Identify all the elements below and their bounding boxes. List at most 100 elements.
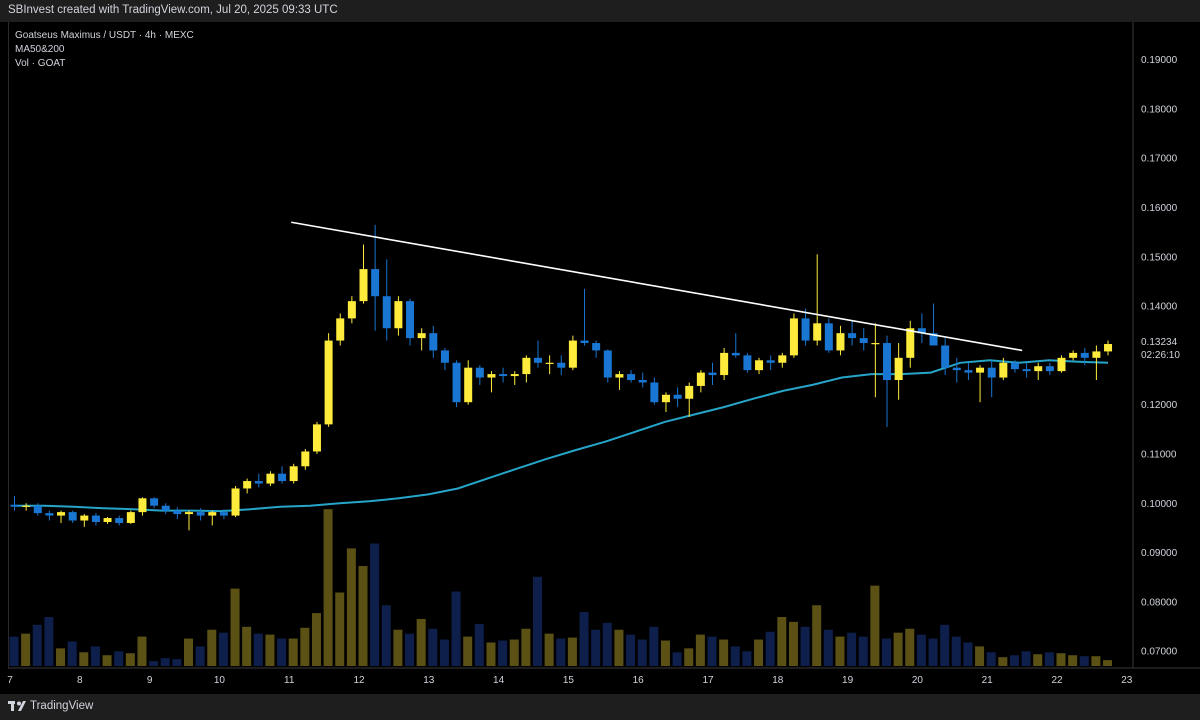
volume-bar xyxy=(847,632,857,666)
candle-body xyxy=(592,343,601,351)
candle-body xyxy=(801,318,810,341)
candle-body xyxy=(347,301,356,319)
volume-bar xyxy=(788,621,798,666)
volume-bar xyxy=(358,566,368,666)
price-axis: 0.19000 0.18000 0.17000 0.16000 0.15000 0.140… xyxy=(1141,55,1178,658)
candle xyxy=(91,513,100,526)
volume-bar xyxy=(882,638,891,666)
volume-bar xyxy=(335,592,345,666)
candle-body xyxy=(138,498,147,513)
volume-bar xyxy=(777,617,787,666)
chart-attribution: SBInvest created with TradingView.com, J… xyxy=(8,4,338,16)
candle xyxy=(603,349,612,383)
candle-body xyxy=(813,323,822,341)
candle-body xyxy=(57,512,66,516)
candle xyxy=(627,370,636,383)
volume-bar xyxy=(428,628,438,666)
candle xyxy=(254,473,263,488)
time-axis: 7 8 9 10 11 12 13 14 15 16 17 18 19 20 21 22 23 xyxy=(7,675,1133,686)
candle-body xyxy=(534,357,542,363)
candle xyxy=(708,362,717,385)
candle-body xyxy=(208,512,217,516)
candle xyxy=(731,333,740,358)
candle-body xyxy=(976,367,985,373)
candle xyxy=(813,254,822,346)
candle-body xyxy=(557,362,566,368)
volume-bar xyxy=(323,509,333,666)
candle xyxy=(522,355,531,383)
candle xyxy=(126,510,135,524)
candle xyxy=(266,471,275,486)
candle-body xyxy=(359,269,368,302)
time-tick-label: 17 xyxy=(702,675,714,686)
candle xyxy=(208,510,217,526)
candle xyxy=(568,335,577,371)
volume-bar xyxy=(184,638,193,666)
candle xyxy=(440,347,449,371)
volume-bar xyxy=(265,634,275,666)
volume-bar xyxy=(90,646,100,666)
volume-bar xyxy=(242,626,252,666)
candle xyxy=(824,318,833,353)
volume-bar xyxy=(672,652,682,666)
candle xyxy=(103,517,112,524)
candle-body xyxy=(987,367,996,378)
candle-body xyxy=(685,385,694,399)
candle xyxy=(359,244,368,304)
symbol-title[interactable]: Goatseus Maximus / USDT · 4h · MEXC xyxy=(15,30,194,41)
volume-bar xyxy=(346,548,356,666)
candle-body xyxy=(1034,366,1043,372)
candle-body xyxy=(929,333,938,346)
current-price-value: 0.13234 xyxy=(1141,337,1178,348)
candle-body xyxy=(185,512,193,515)
candle xyxy=(68,510,77,523)
candle-body xyxy=(1104,344,1113,352)
time-tick-label: 14 xyxy=(493,675,505,686)
price-tick-label: 0.16000 xyxy=(1141,203,1178,214)
candle xyxy=(324,333,333,427)
candle-body xyxy=(580,340,589,344)
indicator-volume-label[interactable]: Vol · GOAT xyxy=(15,58,66,69)
volume-bar xyxy=(812,605,822,666)
time-tick-label: 9 xyxy=(147,675,153,686)
tradingview-logo-icon xyxy=(8,701,26,711)
candle-body xyxy=(638,380,647,383)
volume-bar xyxy=(1079,656,1089,666)
candle xyxy=(743,352,752,373)
candle xyxy=(534,340,542,368)
volume-bar xyxy=(649,626,659,666)
time-tick-label: 13 xyxy=(423,675,435,686)
candle xyxy=(685,382,694,417)
footer-bar: TradingView xyxy=(0,694,1200,720)
candle-body xyxy=(603,350,612,378)
grid xyxy=(8,22,1200,669)
price-tick-label: 0.15000 xyxy=(1141,252,1178,263)
header-bar: SBInvest created with TradingView.com, J… xyxy=(0,0,1200,22)
candle xyxy=(278,466,287,484)
time-tick-label: 20 xyxy=(912,675,924,686)
volume-bar xyxy=(498,640,508,666)
candle xyxy=(580,288,589,346)
indicator-ma-label[interactable]: MA50&200 xyxy=(15,44,65,55)
candle xyxy=(1057,355,1066,373)
volume-bar xyxy=(1056,653,1066,666)
candle xyxy=(1104,340,1113,356)
candle-body xyxy=(429,333,438,351)
volume-bar xyxy=(637,639,647,666)
candle-body xyxy=(789,318,798,356)
candle xyxy=(243,478,252,494)
candle xyxy=(673,387,682,408)
chart-area[interactable] xyxy=(8,22,1200,668)
candle xyxy=(999,357,1008,381)
candle-body xyxy=(1069,352,1078,358)
candle-body xyxy=(696,372,705,386)
candle-body xyxy=(126,512,135,523)
volume-bar xyxy=(370,543,380,666)
candle-body xyxy=(336,318,345,341)
volume-bar xyxy=(451,591,461,666)
volume-bar xyxy=(800,626,810,666)
time-tick-label: 8 xyxy=(77,675,83,686)
price-tick-label: 0.09000 xyxy=(1141,548,1178,559)
volume-bar xyxy=(928,638,938,666)
